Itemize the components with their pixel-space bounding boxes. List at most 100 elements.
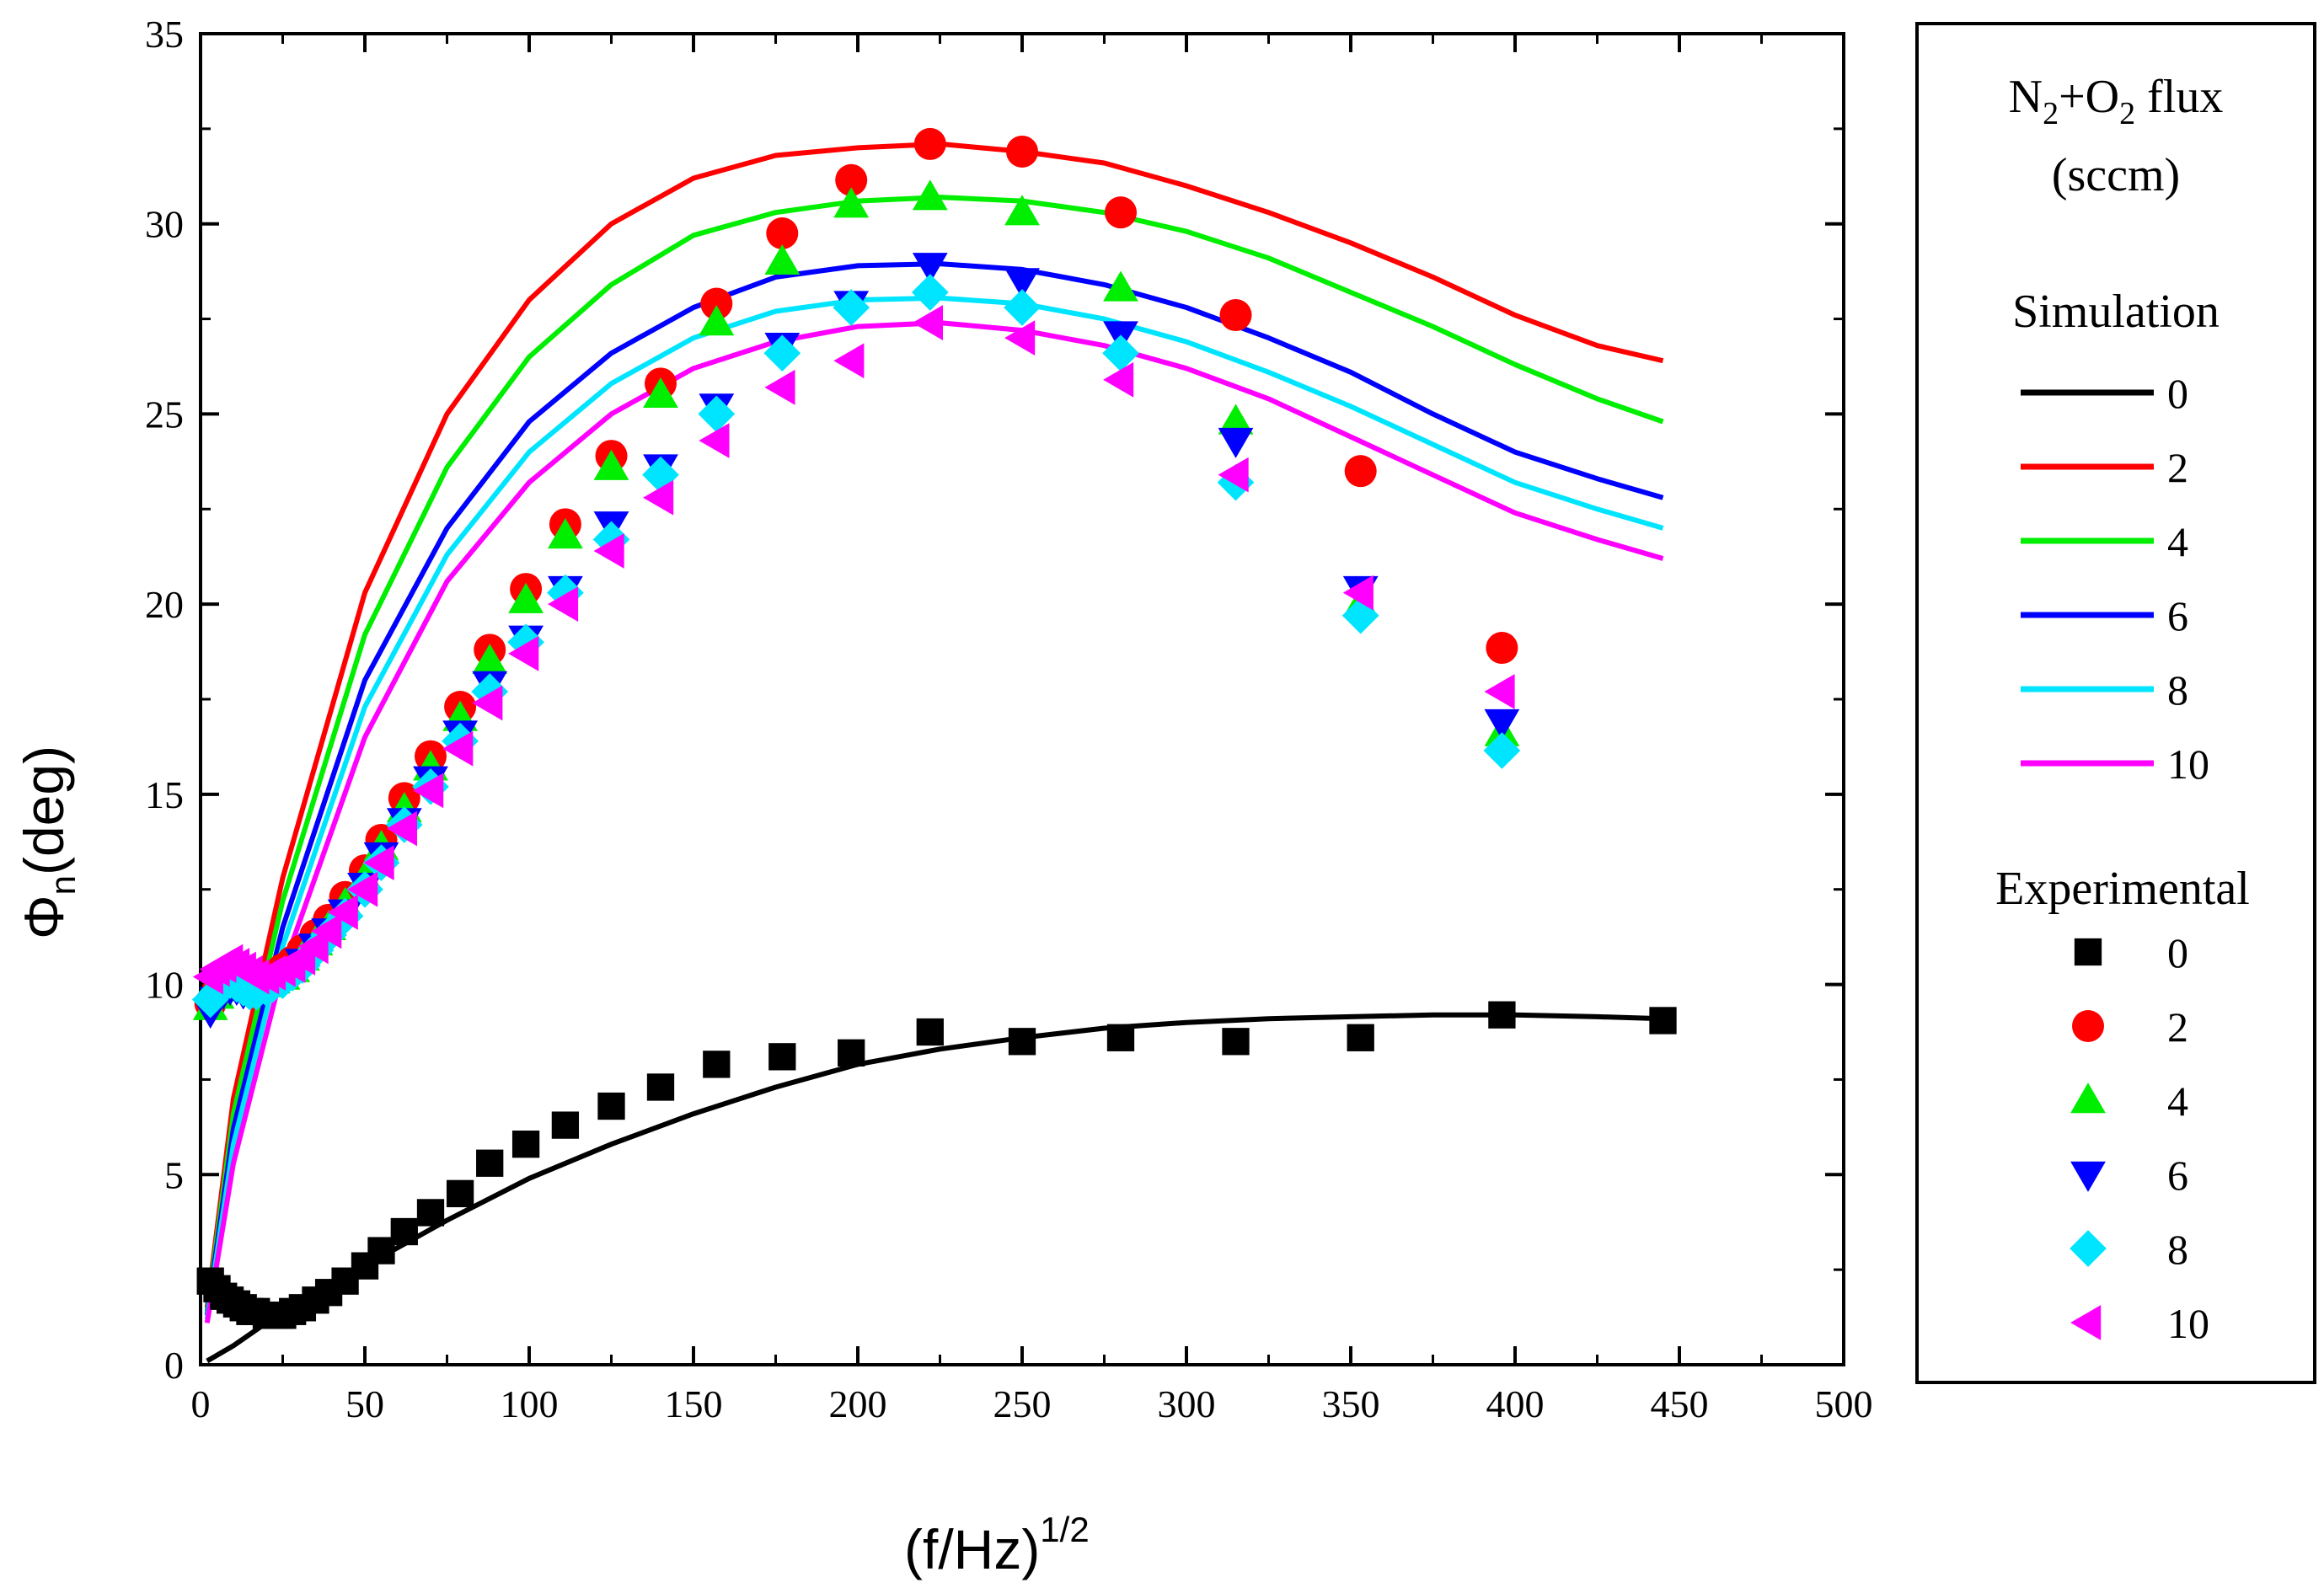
data-point [1483,732,1521,769]
legend-marker-2 [2072,1010,2104,1042]
data-point [699,423,730,458]
y-tick-label: 5 [164,1153,184,1196]
data-point [1649,1007,1677,1035]
simulation-line-6 [204,261,1664,1316]
data-point [311,913,342,949]
data-point [700,287,733,320]
data-point [699,305,735,336]
data-point [1341,596,1379,634]
data-point [1342,575,1374,611]
experimental-series-8 [191,274,1521,1019]
legend-title-line2: (sccm) [2052,149,2180,201]
legend-label-sim-8: 8 [2167,666,2188,714]
data-point [833,289,870,326]
legend-label-sim-4: 4 [2167,518,2188,565]
data-point [413,773,444,809]
legend-simulation-header: Simulation [2012,286,2220,338]
data-point [764,243,801,275]
x-tick-label: 450 [1651,1382,1709,1425]
svg-text:Φn(deg): Φn(deg) [13,746,83,939]
data-point [1004,320,1036,356]
data-point [472,643,508,675]
data-point [1004,195,1040,226]
y-axis-title-symbol: Φ [13,895,75,939]
data-point [833,343,865,379]
legend-label-sim-0: 0 [2167,370,2188,417]
data-point [548,517,583,549]
data-point [442,730,474,767]
x-tick-label: 150 [665,1382,723,1425]
legend-label-sim-2: 2 [2167,444,2188,491]
y-tick-label: 20 [145,583,184,626]
legend-label-exp-10: 10 [2167,1300,2209,1347]
data-point [446,1179,474,1208]
data-point [347,871,378,907]
data-point [386,810,417,847]
data-point [327,894,358,930]
data-point [1484,708,1520,740]
simulation-lines [204,141,1664,1364]
data-point [1222,1028,1250,1056]
legend: N2+O2 flux (sccm) Simulation Experimenta… [1915,22,2316,1384]
x-tick-label: 200 [829,1382,887,1425]
data-point [912,179,948,211]
x-axis-title-sup: 1/2 [1040,1510,1089,1549]
legend-marker-8 [2070,1230,2107,1267]
y-tick-label: 10 [145,964,184,1007]
legend-label-sim-10: 10 [2167,741,2209,788]
data-point [912,305,943,340]
data-point [1103,270,1138,302]
legend-simulation-entries: 0 2 4 6 8 10 [2021,370,2209,788]
legend-title-n-sub: 2 [2043,96,2059,131]
data-point [508,582,544,613]
data-point [548,586,579,623]
data-point [416,1199,445,1227]
data-point [1004,268,1040,299]
data-point [1004,289,1041,326]
data-point [703,1051,731,1078]
data-point [551,1111,580,1139]
data-point [363,845,394,881]
legend-experimental-entries: 0 2 4 6 8 10 [2070,929,2209,1347]
data-point [547,574,584,612]
data-point [297,928,329,965]
data-point [1486,632,1518,665]
data-point [643,479,674,516]
data-point [1218,404,1254,435]
legend-label-exp-0: 0 [2167,929,2188,976]
data-point [911,274,949,311]
experimental-series-10 [192,305,1515,995]
data-point [1218,427,1254,458]
legend-marker-6 [2070,1161,2106,1192]
x-tick-label: 400 [1486,1382,1545,1425]
legend-experimental-header: Experimental [1995,863,2250,915]
data-point [1102,334,1139,372]
legend-title-line1: N2+O2 flux [2009,71,2224,131]
y-tick-label: 0 [164,1344,184,1387]
legend-label-exp-2: 2 [2167,1003,2188,1051]
y-axis-title: Φn(deg) [13,746,83,939]
data-point [643,377,678,409]
x-tick-label: 500 [1815,1382,1873,1425]
data-point [1484,674,1515,709]
data-point [838,1039,865,1067]
data-point [913,127,946,160]
legend-label-exp-6: 6 [2167,1152,2188,1199]
legend-label-exp-4: 4 [2167,1077,2188,1125]
data-point [1344,455,1377,488]
legend-marker-0 [2074,938,2102,966]
data-point [1008,1028,1036,1056]
y-axis-title-unit: (deg) [13,746,75,875]
data-point [508,635,539,671]
data-point [476,1149,504,1177]
legend-label-exp-8: 8 [2167,1226,2188,1273]
legend-label-sim-6: 6 [2167,592,2188,639]
y-tick-label: 25 [145,393,184,436]
data-point [763,334,801,372]
data-point [698,395,736,433]
legend-box [1915,22,2316,1384]
data-point [646,1073,675,1101]
simulation-line-2 [204,141,1664,1308]
data-point [1347,1024,1374,1051]
